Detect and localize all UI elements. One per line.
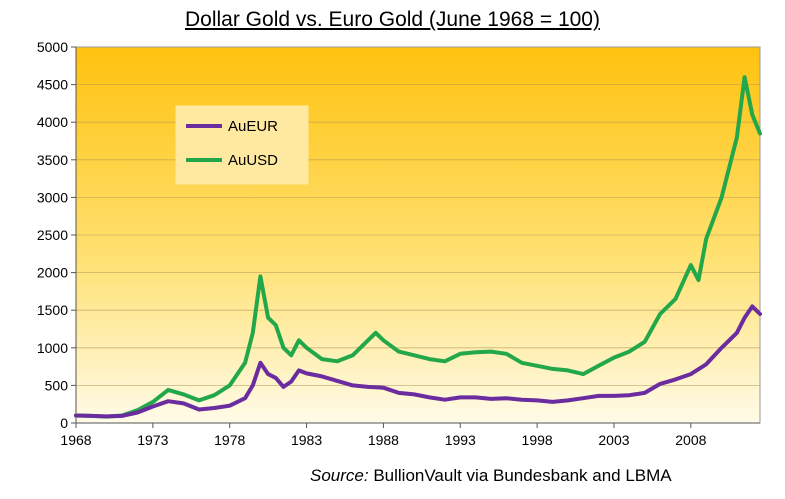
legend-box	[175, 105, 309, 185]
axes: 0 500 1000 1500 2000 2500 3000 3500 4000 4500 5000…	[37, 39, 760, 448]
y-tick-label: 3500	[37, 152, 68, 168]
x-tick-label: 1968	[60, 432, 91, 448]
y-tick-label: 2000	[37, 265, 68, 281]
series-line-aueur	[74, 304, 762, 419]
x-tick-label: 2008	[675, 432, 706, 448]
source-label: Source:	[310, 466, 369, 485]
y-tick-label: 1000	[37, 340, 68, 356]
y-tick-label: 4500	[37, 77, 68, 93]
legend: AuEUR AuUSD	[175, 105, 309, 185]
y-tick-label: 0	[60, 415, 68, 431]
y-tick-label: 3000	[37, 189, 68, 205]
source-text: BullionVault via Bundesbank and LBMA	[368, 466, 672, 485]
y-tick-label: 5000	[37, 39, 68, 55]
x-tick-label: 1973	[137, 432, 168, 448]
source-caption: Source: BullionVault via Bundesbank and …	[310, 466, 672, 486]
x-tick-label: 2003	[598, 432, 629, 448]
series-lines	[74, 75, 762, 419]
y-tick-label: 4000	[37, 114, 68, 130]
x-tick-label: 1993	[445, 432, 476, 448]
x-tick-label: 1983	[291, 432, 322, 448]
legend-label-aueur: AuEUR	[228, 118, 278, 135]
x-tick-label: 1988	[368, 432, 399, 448]
x-tick-label: 1998	[522, 432, 553, 448]
chart-title: Dollar Gold vs. Euro Gold (June 1968 = 1…	[185, 8, 600, 31]
legend-label-auusd: AuUSD	[228, 152, 278, 169]
x-tick-label: 1978	[214, 432, 245, 448]
y-tick-label: 500	[45, 377, 69, 393]
series-line-auusd	[74, 75, 762, 419]
y-tick-label: 1500	[37, 302, 68, 318]
y-tick-label: 2500	[37, 227, 68, 243]
